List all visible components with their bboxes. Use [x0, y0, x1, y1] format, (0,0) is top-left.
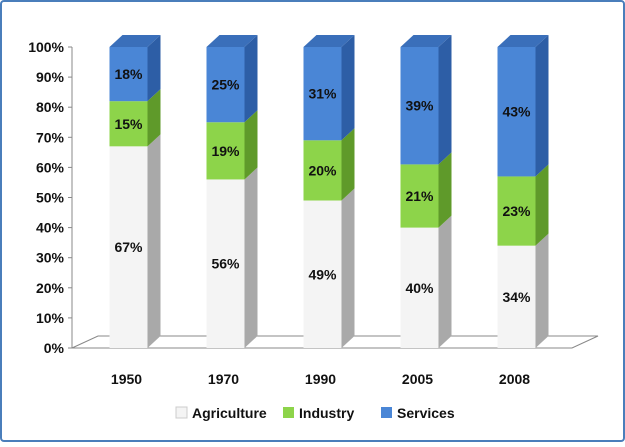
data-label: 56%: [211, 256, 240, 272]
data-label: 18%: [114, 66, 143, 82]
x-tick-label: 2005: [402, 371, 433, 387]
bar-services-side: [438, 35, 452, 165]
data-label: 40%: [405, 280, 434, 296]
data-label: 67%: [114, 239, 143, 255]
x-tick-label: 1990: [305, 371, 336, 387]
bar-agriculture-front: [206, 179, 245, 348]
legend-label-industry: Industry: [299, 405, 354, 421]
bar-agriculture-side: [341, 188, 355, 348]
data-label: 34%: [502, 289, 531, 305]
bar-industry-front: [303, 140, 342, 201]
bar-industry-side: [244, 110, 258, 180]
bar-industry-side: [147, 89, 161, 147]
y-tick-label: 30%: [36, 250, 65, 266]
data-label: 31%: [308, 86, 337, 102]
y-tick-label: 10%: [36, 310, 65, 326]
data-label: 39%: [405, 98, 434, 114]
bar-services-front: [206, 47, 245, 123]
y-tick-label: 20%: [36, 280, 65, 296]
data-label: 20%: [308, 162, 337, 178]
x-tick-label: 1970: [208, 371, 239, 387]
x-tick-label: 2008: [499, 371, 530, 387]
legend-label-agriculture: Agriculture: [192, 405, 267, 421]
bar-agriculture-front: [109, 146, 148, 348]
y-tick-label: 90%: [36, 69, 65, 85]
bar-agriculture-front: [497, 245, 536, 348]
bar-agriculture-front: [303, 200, 342, 348]
bar-industry-side: [341, 128, 355, 201]
bar-top-face: [109, 35, 161, 47]
bar-top-face: [303, 35, 355, 47]
bar-top-face: [400, 35, 452, 47]
legend-swatch-agriculture: [175, 406, 188, 419]
y-tick-label: 70%: [36, 129, 65, 145]
bars-group: 67% 15% 18% 56% 19% 25% 49% 20% 31% 40% 21% 39% 34% 2…: [109, 35, 549, 348]
data-label: 23%: [502, 203, 531, 219]
bar-services-side: [341, 35, 355, 141]
y-tick-label: 60%: [36, 159, 65, 175]
data-label: 25%: [211, 77, 240, 93]
data-label: 49%: [308, 266, 337, 282]
data-label: 43%: [502, 104, 531, 120]
x-tick-label: 1950: [111, 371, 142, 387]
bar-agriculture-side: [438, 215, 452, 348]
data-label: 19%: [211, 143, 240, 159]
legend-label-services: Services: [397, 405, 455, 421]
bar-services-front: [400, 47, 439, 165]
bar-industry-front: [206, 122, 245, 180]
y-tick-label: 100%: [28, 39, 64, 55]
legend: Agriculture Industry Services: [175, 405, 455, 421]
bar-services-side: [535, 35, 549, 177]
legend-swatch-services: [381, 407, 392, 418]
bar-services-front: [303, 47, 342, 141]
y-tick-label: 80%: [36, 99, 65, 115]
y-tick-label: 50%: [36, 190, 65, 206]
bar-agriculture-side: [147, 134, 161, 348]
bar-agriculture-side: [535, 233, 549, 348]
bar-industry-side: [535, 164, 549, 246]
x-axis-labels: 1950 1970 1990 2005 2008: [111, 371, 530, 387]
bar-industry-front: [400, 164, 439, 228]
bar-top-face: [206, 35, 258, 47]
bar-top-face: [497, 35, 549, 47]
bar-services-front: [109, 47, 148, 102]
y-tick-label: 0%: [44, 340, 65, 356]
y-tick-label: 40%: [36, 220, 65, 236]
bar-services-side: [147, 35, 161, 102]
y-axis-ticks: 0% 10% 20% 30% 40% 50% 60% 70% 80% 90% 100%: [28, 39, 72, 356]
bar-agriculture-side: [244, 167, 258, 348]
bar-industry-front: [109, 101, 148, 147]
data-label: 21%: [405, 188, 434, 204]
legend-swatch-industry: [283, 407, 294, 418]
bar-agriculture-front: [400, 227, 439, 348]
bar-services-front: [497, 47, 536, 177]
bar-services-side: [244, 35, 258, 123]
bar-industry-side: [438, 152, 452, 228]
data-label: 15%: [114, 116, 143, 132]
bar-industry-front: [497, 176, 536, 246]
